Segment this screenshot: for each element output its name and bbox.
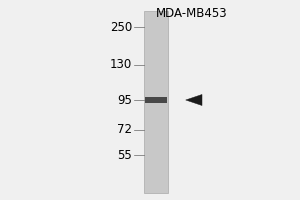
Text: 72: 72 bbox=[117, 123, 132, 136]
Bar bbox=[145, 97, 166, 103]
Polygon shape bbox=[186, 94, 202, 106]
Text: 250: 250 bbox=[110, 21, 132, 34]
Text: 130: 130 bbox=[110, 58, 132, 71]
Bar bbox=[144, 11, 168, 193]
Text: 95: 95 bbox=[117, 94, 132, 106]
Text: MDA-MB453: MDA-MB453 bbox=[156, 7, 228, 20]
Text: 55: 55 bbox=[117, 149, 132, 162]
